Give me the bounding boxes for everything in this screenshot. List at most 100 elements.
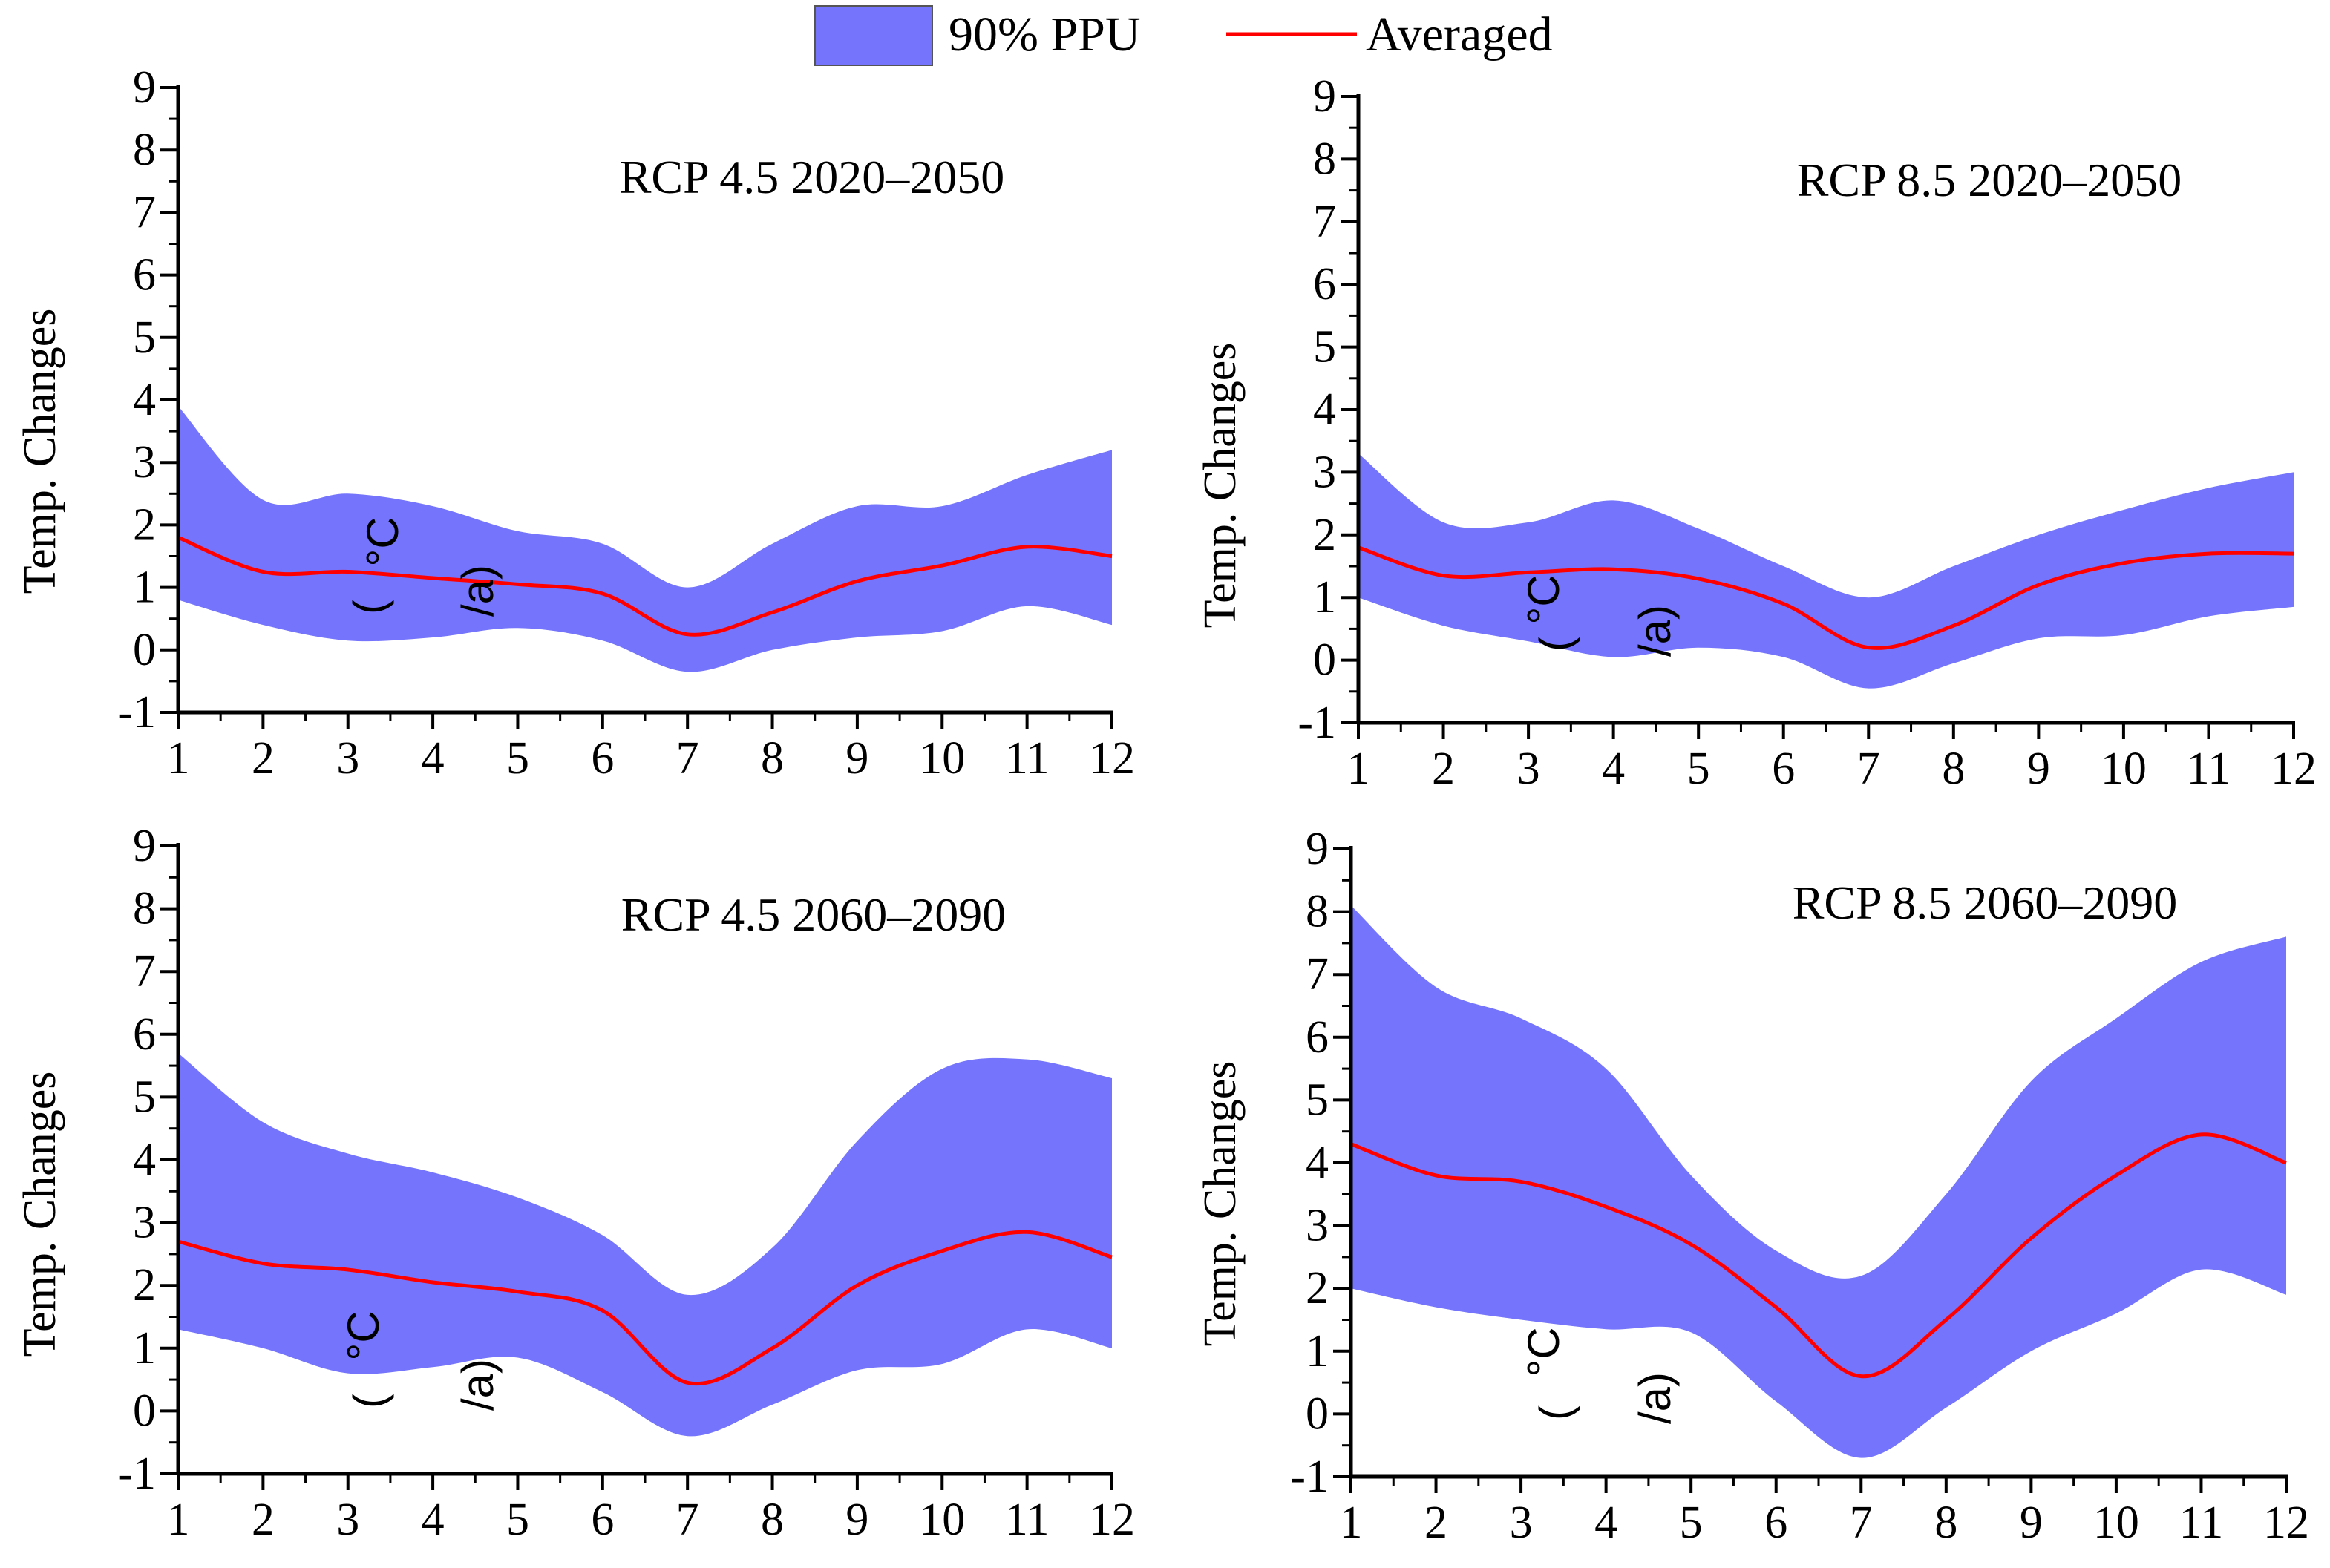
x-tick-label: 11 — [2179, 1498, 2224, 1548]
averaged-point-8 — [770, 1346, 775, 1351]
x-tick-label: 8 — [1934, 1498, 1957, 1548]
x-tick-label: 7 — [676, 1495, 699, 1545]
y-tick-label: 6 — [133, 1009, 156, 1060]
legend-line-label: Averaged — [1366, 7, 1553, 62]
averaged-point-9 — [2029, 1236, 2033, 1241]
x-tick-label: 6 — [591, 1495, 614, 1545]
x-tick-label: 6 — [1772, 744, 1795, 794]
y-tick-label: 4 — [1313, 384, 1336, 435]
x-tick-label: 4 — [1602, 744, 1625, 794]
y-ticks: -1 0 1 2 3 4 5 6 7 8 9 — [1297, 71, 1358, 748]
x-tick-label: 2 — [252, 733, 275, 784]
x-tick-label: 4 — [422, 1495, 445, 1545]
y-tick-label: 5 — [1313, 322, 1336, 373]
panel-title: RCP 4.5 2020–2050 — [620, 151, 1005, 203]
averaged-point-3 — [346, 570, 350, 574]
legend-band-label: 90% PPU — [949, 7, 1141, 62]
x-tick-label: 6 — [1764, 1498, 1787, 1548]
panel-title: RCP 8.5 2060–2090 — [1793, 876, 2178, 929]
x-tick-label: 4 — [422, 733, 445, 784]
x-tick-label: 11 — [2187, 744, 2231, 794]
averaged-point-5 — [1689, 1242, 1693, 1247]
x-tick-label: 8 — [761, 733, 784, 784]
y-unit-open-paren: ( — [1531, 637, 1580, 652]
x-tick-label: 12 — [2263, 1498, 2309, 1548]
x-tick-label: 1 — [1340, 1498, 1363, 1548]
averaged-point-6 — [601, 1308, 605, 1313]
y-tick-label: 2 — [133, 499, 156, 550]
averaged-point-10 — [940, 563, 944, 568]
y-ticks: -1 0 1 2 3 4 5 6 7 8 9 — [117, 62, 178, 738]
averaged-point-11 — [1025, 1230, 1030, 1234]
averaged-point-2 — [261, 1262, 265, 1266]
averaged-point-10 — [2121, 561, 2126, 565]
y-tick-label: 1 — [1306, 1326, 1329, 1377]
y-tick-label: 3 — [133, 437, 156, 488]
x-tick-label: 11 — [1005, 1495, 1050, 1545]
averaged-point-3 — [1526, 570, 1531, 574]
y-tick-label: 1 — [133, 1323, 156, 1374]
panel-title: RCP 8.5 2020–2050 — [1797, 154, 2182, 206]
y-tick-label: 0 — [1306, 1388, 1329, 1439]
y-tick-label: 1 — [1313, 572, 1336, 623]
x-tick-label: 1 — [1347, 744, 1370, 794]
y-unit-per-year: /a) — [1630, 1372, 1680, 1424]
x-tick-label: 5 — [506, 1495, 529, 1545]
ppu-band — [1358, 453, 2294, 689]
averaged-point-4 — [431, 576, 435, 580]
x-tick-label: 7 — [676, 733, 699, 784]
y-tick-label: 2 — [133, 1260, 156, 1311]
y-tick-label: 9 — [1313, 71, 1336, 122]
x-tick-label: 10 — [2093, 1498, 2139, 1548]
averaged-point-6 — [1781, 602, 1786, 606]
averaged-point-8 — [1951, 623, 1956, 628]
y-unit-degc: °C — [1519, 574, 1568, 624]
y-axis-label: Temp. Changes — [15, 309, 65, 594]
x-tick-label: 9 — [845, 1495, 868, 1545]
x-tick-label: 5 — [1687, 744, 1710, 794]
averaged-point-3 — [1519, 1179, 1523, 1184]
y-tick-label: 3 — [133, 1198, 156, 1248]
x-tick-label: 8 — [761, 1495, 784, 1545]
x-tick-label: 9 — [845, 733, 868, 784]
y-tick-label: 0 — [1313, 635, 1336, 686]
y-tick-label: 8 — [133, 125, 156, 175]
averaged-point-11 — [2199, 1132, 2204, 1137]
y-tick-label: 5 — [133, 312, 156, 363]
x-tick-label: 7 — [1850, 1498, 1873, 1548]
legend-band-swatch — [814, 5, 933, 66]
y-tick-label: 8 — [1306, 887, 1329, 937]
x-tick-label: 10 — [919, 1495, 965, 1545]
x-ticks: 1 2 3 4 5 6 7 8 9 10 11 12 — [1347, 723, 2317, 794]
y-tick-label: 7 — [133, 946, 156, 997]
y-tick-label: 4 — [133, 375, 156, 425]
y-tick-label: 6 — [133, 250, 156, 301]
y-tick-label: 9 — [1306, 824, 1329, 874]
x-tick-label: 9 — [2020, 1498, 2043, 1548]
y-tick-label: 9 — [133, 821, 156, 871]
panel-title: RCP 4.5 2060–2090 — [621, 888, 1007, 941]
averaged-point-7 — [1866, 646, 1871, 650]
y-tick-label: 1 — [133, 562, 156, 613]
averaged-point-10 — [940, 1249, 944, 1253]
y-tick-label: 3 — [1306, 1201, 1329, 1251]
averaged-point-10 — [2114, 1173, 2118, 1178]
averaged-point-4 — [1611, 567, 1616, 571]
y-tick-label: 6 — [1306, 1012, 1329, 1063]
x-tick-label: 2 — [252, 1495, 275, 1545]
y-unit-degc: °C — [358, 516, 408, 566]
y-tick-label: 0 — [133, 625, 156, 675]
averaged-line — [1358, 545, 2294, 650]
y-unit-per-year: /a) — [453, 1359, 503, 1411]
averaged-point-4 — [1604, 1204, 1609, 1209]
x-tick-label: 5 — [1680, 1498, 1703, 1548]
y-unit-degc: °C — [338, 1311, 388, 1360]
x-tick-label: 3 — [336, 1495, 359, 1545]
y-tick-label: -1 — [117, 687, 156, 738]
averaged-point-6 — [1774, 1305, 1778, 1310]
x-tick-label: 11 — [1005, 733, 1050, 784]
y-tick-label: 5 — [133, 1072, 156, 1122]
x-tick-label: 8 — [1942, 744, 1965, 794]
x-tick-label: 3 — [336, 733, 359, 784]
averaged-point-2 — [1434, 1173, 1439, 1178]
